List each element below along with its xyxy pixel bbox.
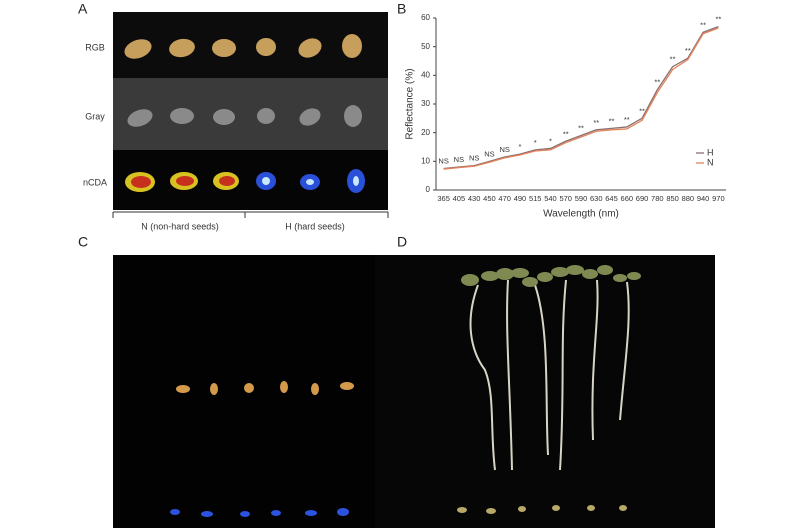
- x-tick-label: 540: [544, 194, 557, 203]
- significance-label: **: [639, 106, 645, 115]
- x-tick-label: 430: [468, 194, 481, 203]
- significance-label: **: [609, 116, 615, 125]
- x-tick-label: 630: [590, 194, 603, 203]
- x-axis-label: Wavelength (nm): [543, 209, 619, 220]
- data-line: [443, 25, 719, 170]
- group-label: N (non-hard seeds): [141, 221, 219, 231]
- y-axis-label: Reflectance (%): [405, 68, 416, 139]
- x-tick-label: 570: [559, 194, 572, 203]
- y-tick-label: 30: [421, 99, 430, 108]
- x-tick-label: 940: [697, 194, 710, 203]
- significance-label: **: [670, 55, 676, 64]
- x-tick-label: 850: [666, 194, 679, 203]
- y-tick-label: 0: [426, 185, 431, 194]
- legend-label: N: [707, 157, 714, 167]
- x-tick-label: 970: [712, 194, 725, 203]
- significance-label: *: [518, 142, 521, 151]
- panel-label: D: [397, 234, 407, 250]
- significance-label: **: [715, 15, 721, 24]
- y-tick-label: 10: [421, 156, 430, 165]
- significance-label: **: [654, 78, 660, 87]
- x-tick-label: 365: [437, 194, 450, 203]
- significance-label: NS: [484, 149, 494, 158]
- x-tick-label: 645: [605, 194, 618, 203]
- significance-label: **: [593, 118, 599, 127]
- x-tick-label: 590: [575, 194, 588, 203]
- panel-label: A: [78, 1, 88, 17]
- significance-label: NS: [469, 154, 479, 163]
- data-line: [443, 27, 719, 170]
- significance-label: *: [534, 138, 537, 147]
- significance-label: **: [578, 124, 584, 133]
- y-tick-label: 40: [421, 70, 430, 79]
- x-tick-label: 470: [498, 194, 511, 203]
- panel-d-image: [375, 255, 715, 528]
- x-tick-label: 405: [453, 194, 466, 203]
- group-label: H (hard seeds): [285, 221, 345, 231]
- significance-label: **: [624, 115, 630, 124]
- x-tick-label: 780: [651, 194, 664, 203]
- x-tick-label: 450: [483, 194, 496, 203]
- significance-label: *: [549, 136, 552, 145]
- significance-label: NS: [438, 156, 448, 165]
- x-tick-label: 490: [514, 194, 527, 203]
- x-tick-label: 880: [682, 194, 695, 203]
- y-tick-label: 50: [421, 42, 430, 51]
- row-label: RGB: [85, 42, 105, 52]
- panel-label: B: [397, 1, 406, 17]
- x-tick-label: 660: [621, 194, 634, 203]
- significance-label: **: [700, 20, 706, 29]
- panel-c-image: [113, 255, 375, 528]
- x-tick-label: 515: [529, 194, 542, 203]
- row-label: nCDA: [83, 177, 107, 187]
- significance-label: **: [685, 46, 691, 55]
- panel-label: C: [78, 234, 88, 250]
- row-label: Gray: [85, 111, 105, 121]
- significance-label: NS: [499, 145, 509, 154]
- panel-a-image: [112, 12, 389, 218]
- y-tick-label: 60: [421, 13, 430, 22]
- y-tick-label: 20: [421, 128, 430, 137]
- x-tick-label: 690: [636, 194, 649, 203]
- significance-label: NS: [454, 155, 464, 164]
- significance-label: **: [563, 129, 569, 138]
- legend-label: H: [707, 147, 714, 157]
